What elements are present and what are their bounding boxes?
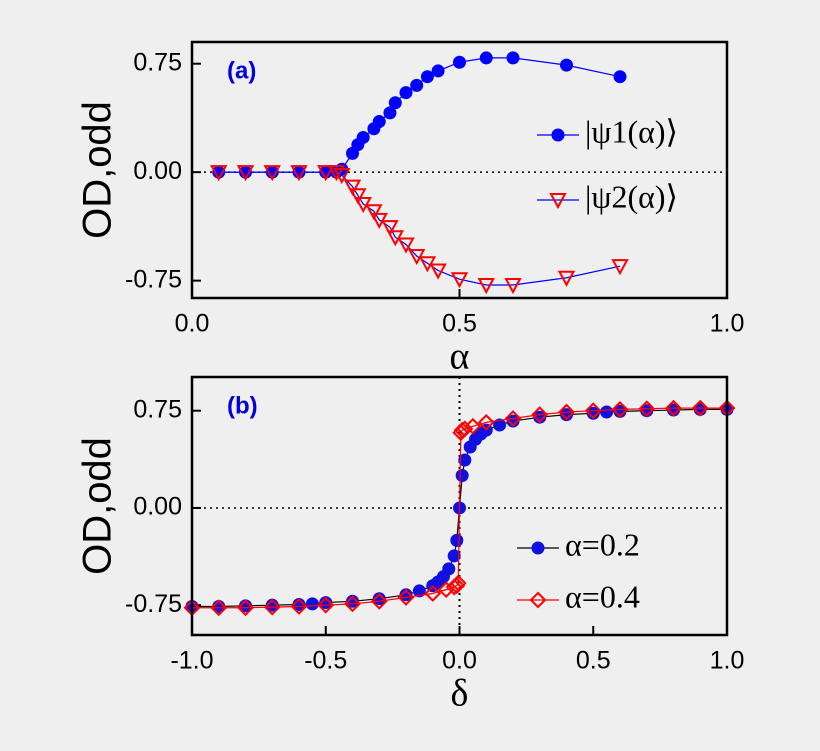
point [557,270,576,287]
point [370,592,388,610]
y-tick-label: -0.75 [125,590,182,618]
legend-label: α=0.4 [565,578,640,614]
y-tick-label: 0.75 [133,48,182,76]
point [431,64,445,78]
point [611,259,629,276]
point [383,106,397,120]
series-line [218,171,621,286]
point [388,96,402,110]
point [506,51,520,65]
point [531,541,545,555]
point [429,263,447,280]
point [611,400,629,418]
x-tick-label: 1.0 [710,647,745,675]
x-tick-label: 0.5 [442,310,477,338]
point [450,272,469,289]
point [333,168,351,185]
series-line [218,57,621,173]
point [344,595,361,613]
x-axis-label: δ [451,673,469,715]
point [317,165,335,182]
point [529,591,547,609]
point [343,179,362,196]
legend-label: |ψ1(α)⟩ [585,113,678,149]
point [584,402,602,420]
panel-label: (b) [227,392,258,419]
point [442,562,456,576]
point [456,420,474,438]
x-tick-label: 0.0 [175,310,210,338]
point [477,277,495,295]
panel-label: (a) [227,57,256,84]
y-tick-label: 0.75 [133,395,182,423]
point [558,403,575,421]
y-tick-label: -0.75 [125,265,182,293]
point [551,128,565,142]
x-tick-label: 0.5 [576,647,611,675]
point [397,588,415,606]
point [560,58,573,72]
point [356,130,370,144]
point [479,51,493,65]
point [381,220,399,237]
point [290,598,308,615]
point [531,406,549,424]
point [290,165,308,182]
x-axis-label: α [450,336,470,378]
y-tick-label: 0.00 [133,157,182,185]
point [504,410,522,427]
point [504,277,522,295]
point [210,599,228,617]
legend-label: α=0.2 [565,526,640,562]
point [458,453,472,467]
point [263,165,281,182]
point [493,418,507,432]
point [447,549,461,563]
point [665,399,682,417]
point [237,599,254,617]
point [638,400,656,418]
point [399,86,413,100]
point [424,585,442,602]
point [477,413,495,431]
series-line [192,407,727,609]
point [450,533,464,547]
point [549,193,567,210]
x-tick-label: 1.0 [710,310,745,338]
point [410,78,424,92]
x-tick-label: 0.0 [442,647,477,675]
point [600,405,614,419]
point [365,204,383,221]
y-axis-label: OD,odd [76,101,120,239]
point [453,55,466,69]
point [210,165,228,182]
point [464,417,482,435]
y-axis-label: OD,odd [76,437,120,575]
x-tick-label: -1.0 [170,647,213,675]
legend-label: |ψ2(α)⟩ [585,178,678,214]
point [455,469,469,483]
point [317,596,335,614]
y-tick-label: 0.00 [133,493,182,521]
point [327,165,346,182]
point [236,165,255,182]
point [412,584,426,598]
x-tick-label: -0.5 [304,647,347,675]
point [449,574,467,592]
point [420,70,434,84]
point [397,237,415,254]
point [613,70,627,84]
point [263,598,281,616]
point [305,597,319,611]
plot-frame [190,375,729,637]
point [372,115,386,129]
plot-frame [190,40,729,300]
point [691,399,709,417]
point [349,188,367,205]
